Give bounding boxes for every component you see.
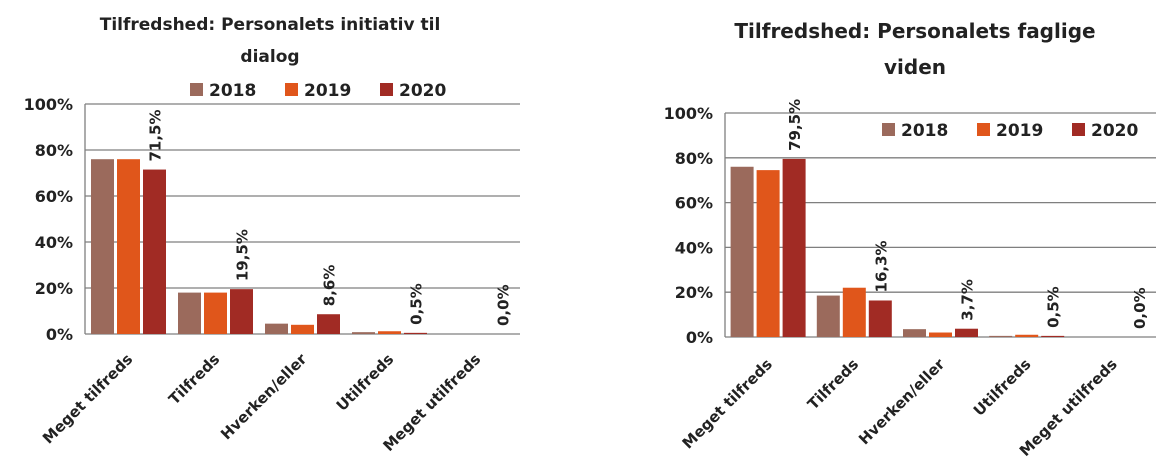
left-bar-2019 [204, 292, 227, 334]
left-data-label: 0,5% [408, 283, 426, 325]
right-category-label: Hverken/eller [855, 355, 949, 449]
left-data-label: 8,6% [321, 265, 339, 307]
left-y-tick-label: 40% [35, 233, 73, 252]
left-category-label: Hverken/eller [217, 350, 311, 444]
right-data-label: 16,3% [872, 240, 890, 292]
right-data-label: 0,0% [1131, 287, 1149, 329]
right-category-label: Meget tilfreds [679, 355, 776, 452]
left-category-label: Utilfreds [333, 350, 398, 415]
right-bar-2019 [1015, 334, 1039, 337]
right-bar-2019 [756, 170, 780, 337]
left-data-label: 19,5% [234, 229, 252, 281]
right-y-tick-label: 80% [675, 149, 713, 168]
right-bar-2019 [929, 332, 952, 337]
left-category-label: Meget utilfreds [379, 350, 484, 455]
right-category-label: Tilfreds [804, 355, 862, 413]
left-bar-2018 [91, 159, 114, 334]
left-bar-2018 [352, 332, 375, 334]
left-data-label: 0,0% [495, 284, 513, 326]
right-bar-2020 [868, 300, 892, 337]
left-legend-swatch-2020 [380, 83, 393, 96]
right-legend-swatch-2019 [977, 123, 990, 136]
right-bar-2020 [782, 158, 806, 337]
left-chart-title-line-2: dialog [240, 47, 299, 67]
right-chart-title-line-1: Tilfredshed: Personalets faglige [734, 19, 1095, 43]
right-y-tick-label: 40% [675, 238, 713, 257]
chart-left-svg: Tilfredshed: Personalets initiativ til di… [24, 15, 520, 455]
right-y-tick-label: 60% [675, 194, 713, 213]
left-bar-2020 [404, 332, 427, 334]
right-y-tick-label: 100% [664, 104, 713, 123]
left-y-tick-label: 20% [35, 279, 73, 298]
right-legend-label-2020: 2020 [1091, 121, 1138, 141]
left-bar-2019 [291, 324, 314, 334]
left-legend-swatch-2019 [285, 83, 298, 96]
left-bar-2020 [143, 169, 166, 334]
chart-personalets-initiativ: Tilfredshed: Personalets initiativ til di… [0, 0, 560, 468]
right-legend-label-2019: 2019 [996, 121, 1043, 141]
right-data-label: 79,5% [786, 99, 804, 151]
right-y-tick-label: 0% [686, 328, 713, 347]
right-bar-2018 [730, 166, 754, 337]
right-bar-2020 [1041, 335, 1065, 337]
left-y-tick-label: 80% [35, 141, 73, 160]
left-bar-2020 [317, 314, 340, 334]
right-legend-label-2018: 2018 [901, 121, 948, 141]
left-bar-2018 [178, 292, 201, 334]
left-bar-2020 [230, 289, 253, 334]
left-chart-title-line-1: Tilfredshed: Personalets initiativ til [100, 15, 441, 35]
right-category-label: Meget utilfreds [1016, 355, 1121, 460]
right-legend-swatch-2018 [882, 123, 895, 136]
left-legend-label-2018: 2018 [209, 81, 256, 101]
chart-right-svg: Tilfredshed: Personalets faglige viden 0% 2… [664, 19, 1156, 460]
right-legend-swatch-2020 [1072, 123, 1085, 136]
right-bar-2018 [989, 335, 1013, 337]
left-category-label: Meget tilfreds [39, 350, 136, 447]
right-category-label: Utilfreds [970, 355, 1035, 420]
right-data-label: 3,7% [959, 279, 977, 321]
left-data-label: 71,5% [147, 110, 165, 162]
left-bar-2018 [265, 323, 288, 334]
left-y-tick-label: 0% [46, 325, 73, 344]
right-bar-2018 [903, 329, 926, 337]
left-legend-label-2020: 2020 [399, 81, 446, 101]
right-data-label: 0,5% [1045, 286, 1063, 328]
right-chart-title-line-2: viden [884, 55, 946, 79]
chart-personalets-faglige-viden: Tilfredshed: Personalets faglige viden 0% 2… [600, 0, 1156, 468]
left-y-tick-label: 60% [35, 187, 73, 206]
left-y-tick-label: 100% [24, 95, 73, 114]
left-legend-swatch-2018 [190, 83, 203, 96]
left-bar-2019 [378, 331, 401, 334]
right-bar-2019 [842, 287, 866, 337]
left-bar-2019 [117, 159, 140, 334]
left-legend-label-2019: 2019 [304, 81, 351, 101]
right-bar-2020 [955, 328, 978, 337]
right-y-tick-label: 20% [675, 283, 713, 302]
left-category-label: Tilfreds [165, 350, 223, 408]
right-bar-2018 [816, 295, 840, 337]
